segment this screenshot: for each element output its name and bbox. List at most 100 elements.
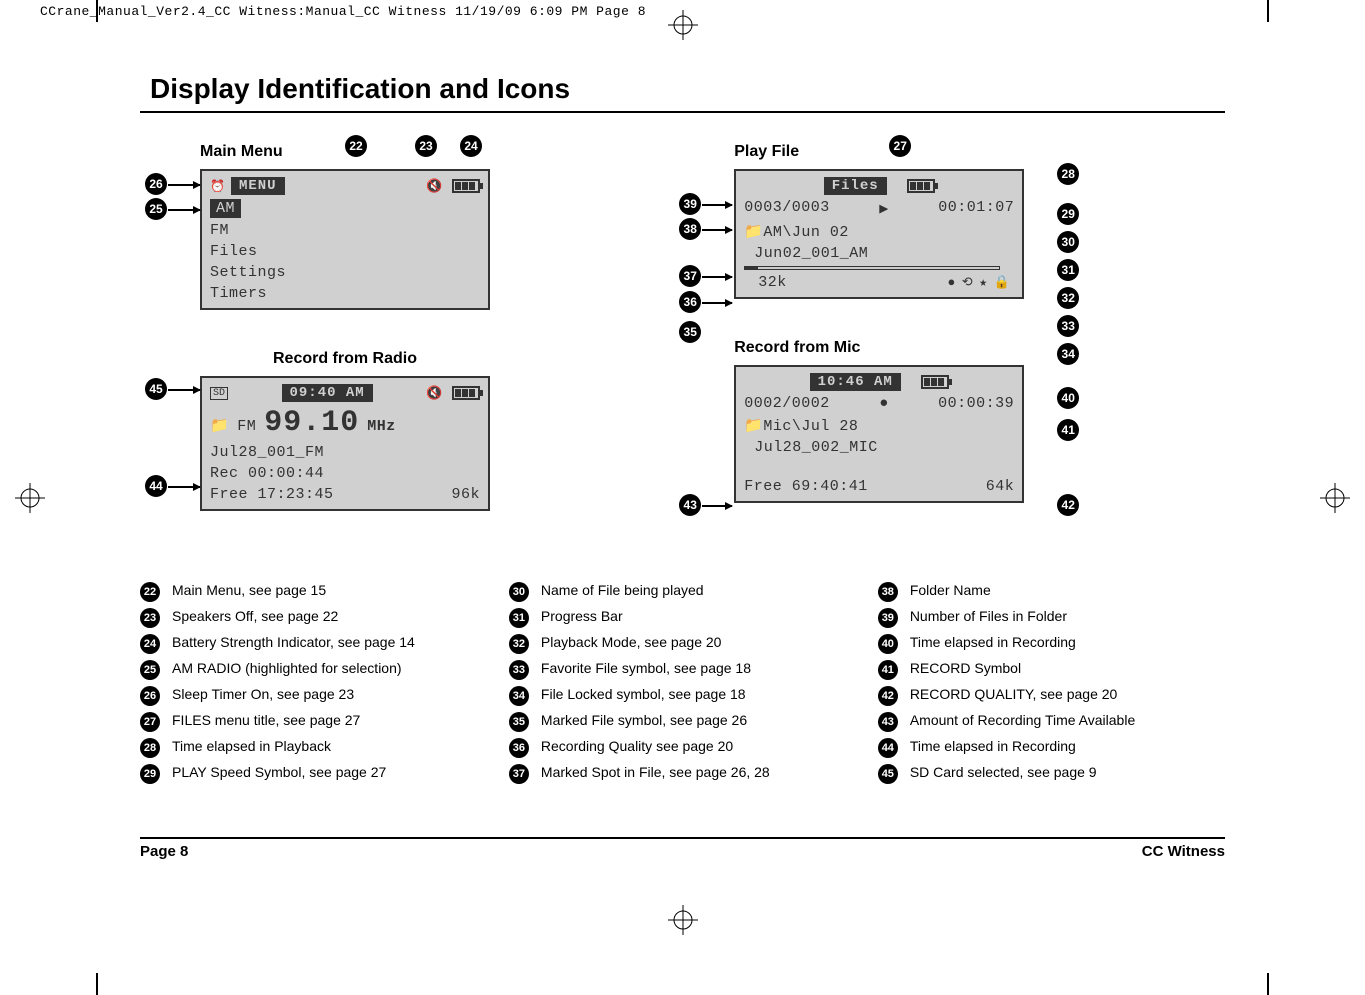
register-mark-icon <box>668 10 698 40</box>
legend-text: Time elapsed in Recording <box>910 633 1076 651</box>
legend-item: 31Progress Bar <box>509 607 856 628</box>
folder-icon: 📁 <box>744 224 763 241</box>
legend-item: 28Time elapsed in Playback <box>140 737 487 758</box>
legend-num: 40 <box>878 634 898 654</box>
play-elapsed: 00:01:07 <box>938 199 1014 218</box>
legend-text: Main Menu, see page 15 <box>172 581 326 599</box>
locked-icon: 🔒 <box>994 275 1011 290</box>
register-mark-icon <box>1320 483 1350 513</box>
speaker-off-icon: 🔇 <box>426 179 442 194</box>
legend-text: File Locked symbol, see page 18 <box>541 685 746 703</box>
legend-text: Sleep Timer On, see page 23 <box>172 685 354 703</box>
legend-text: Speakers Off, see page 22 <box>172 607 338 625</box>
crop-mark <box>96 0 98 22</box>
legend-item: 44Time elapsed in Recording <box>878 737 1225 758</box>
arrow <box>168 486 200 488</box>
callout-35: 35 <box>679 321 701 343</box>
battery-icon <box>452 386 480 400</box>
record-radio-title: Record from Radio <box>200 350 490 368</box>
legend-text: Number of Files in Folder <box>910 607 1067 625</box>
callout-24: 24 <box>460 135 482 157</box>
progress-bar <box>744 266 1000 270</box>
callout-37: 37 <box>679 265 701 287</box>
legend-num: 45 <box>878 764 898 784</box>
legend-text: RECORD QUALITY, see page 20 <box>910 685 1118 703</box>
legend-num: 25 <box>140 660 160 680</box>
menu-item-timers: Timers <box>206 283 484 304</box>
favorite-icon: ★ <box>979 275 987 290</box>
legend-text: Marked Spot in File, see page 26, 28 <box>541 763 770 781</box>
play-quality: 32k <box>744 274 787 291</box>
menu-item-files: Files <box>206 241 484 262</box>
radio-quality: 96k <box>451 486 480 503</box>
file-counter: 0003/0003 <box>744 199 830 218</box>
legend-text: Name of File being played <box>541 581 704 599</box>
mic-free: Free 69:40:41 <box>744 478 868 495</box>
legend-num: 32 <box>509 634 529 654</box>
battery-icon <box>921 375 949 389</box>
record-radio-lcd: SD 09:40 AM 🔇 📁 FM 99.10 MHz <box>200 376 490 511</box>
record-radio-screen-block: Record from Radio SD 09:40 AM 🔇 📁 <box>140 350 661 511</box>
legend-item: 32Playback Mode, see page 20 <box>509 633 856 654</box>
sleep-timer-icon: ⏰ <box>210 179 225 194</box>
legend-num: 23 <box>140 608 160 628</box>
legend-text: Favorite File symbol, see page 18 <box>541 659 751 677</box>
callout-39: 39 <box>679 193 701 215</box>
callout-30: 30 <box>1057 231 1079 253</box>
arrow <box>702 229 732 231</box>
record-mic-title: Record from Mic <box>734 339 1024 357</box>
folder-icon: 📁 <box>210 416 229 435</box>
legend-item: 37 Marked Spot in File, see page 26, 28 <box>509 763 856 784</box>
callout-31: 31 <box>1057 259 1079 281</box>
legend-item: 22 Main Menu, see page 15 <box>140 581 487 602</box>
legend-text: FILES menu title, see page 27 <box>172 711 360 729</box>
page-title: Display Identification and Icons <box>140 73 1225 105</box>
legend-text: AM RADIO (highlighted for selection) <box>172 659 402 677</box>
menu-header: MENU <box>231 177 285 195</box>
mic-time: 10:46 AM <box>810 373 901 391</box>
legend-num: 22 <box>140 582 160 602</box>
play-speed-icon: ▶ <box>879 199 889 218</box>
marked-file-icon: ● <box>947 275 955 290</box>
record-mic-lcd: 10:46 AM 0002/0002 ● 00:00:39 📁Mic\Jul 2… <box>734 365 1024 503</box>
callout-29: 29 <box>1057 203 1079 225</box>
callout-25: 25 <box>145 198 167 220</box>
legend-item: 38Folder Name <box>878 581 1225 602</box>
callout-44: 44 <box>145 475 167 497</box>
product-name: CC Witness <box>1142 843 1225 860</box>
legend-num: 27 <box>140 712 160 732</box>
mic-folder: Mic\Jul 28 <box>763 418 858 435</box>
legend-num: 41 <box>878 660 898 680</box>
legend-num: 31 <box>509 608 529 628</box>
legend-text: Battery Strength Indicator, see page 14 <box>172 633 415 651</box>
play-filename: Jun02_001_AM <box>740 243 1018 264</box>
legend-item: 41RECORD Symbol <box>878 659 1225 680</box>
legend-item: 45 SD Card selected, see page 9 <box>878 763 1225 784</box>
sd-icon: SD <box>210 387 228 400</box>
callout-43: 43 <box>679 494 701 516</box>
callout-41: 41 <box>1057 419 1079 441</box>
freq-unit: MHz <box>367 418 396 435</box>
legend-item: 40 Time elapsed in Recording <box>878 633 1225 654</box>
legend-text: Amount of Recording Time Available <box>910 711 1135 729</box>
legend-item: 26Sleep Timer On, see page 23 <box>140 685 487 706</box>
legend-item: 33Favorite File symbol, see page 18 <box>509 659 856 680</box>
legend-text: Time elapsed in Recording <box>910 737 1076 755</box>
main-menu-lcd: ⏰ MENU 🔇 AM FM Files Settings Ti <box>200 169 490 310</box>
speaker-off-icon: 🔇 <box>426 386 442 401</box>
legend-num: 35 <box>509 712 529 732</box>
register-mark-icon <box>15 483 45 513</box>
callout-42: 42 <box>1057 494 1079 516</box>
mic-quality: 64k <box>986 478 1015 495</box>
legend-item: 35Marked File symbol, see page 26 <box>509 711 856 732</box>
files-header: Files <box>824 177 887 195</box>
legend-text: SD Card selected, see page 9 <box>910 763 1097 781</box>
legend-text: Recording Quality see page 20 <box>541 737 733 755</box>
title-divider <box>140 111 1225 113</box>
play-file-title: Play File <box>734 143 1024 161</box>
record-mic-screen-block: Record from Mic 10:46 AM 0002/0002 ● 00:… <box>704 339 1225 503</box>
legend-num: 37 <box>509 764 529 784</box>
radio-rec-time: Rec 00:00:44 <box>206 463 484 484</box>
legend-text: Folder Name <box>910 581 991 599</box>
page-number: Page 8 <box>140 843 188 860</box>
